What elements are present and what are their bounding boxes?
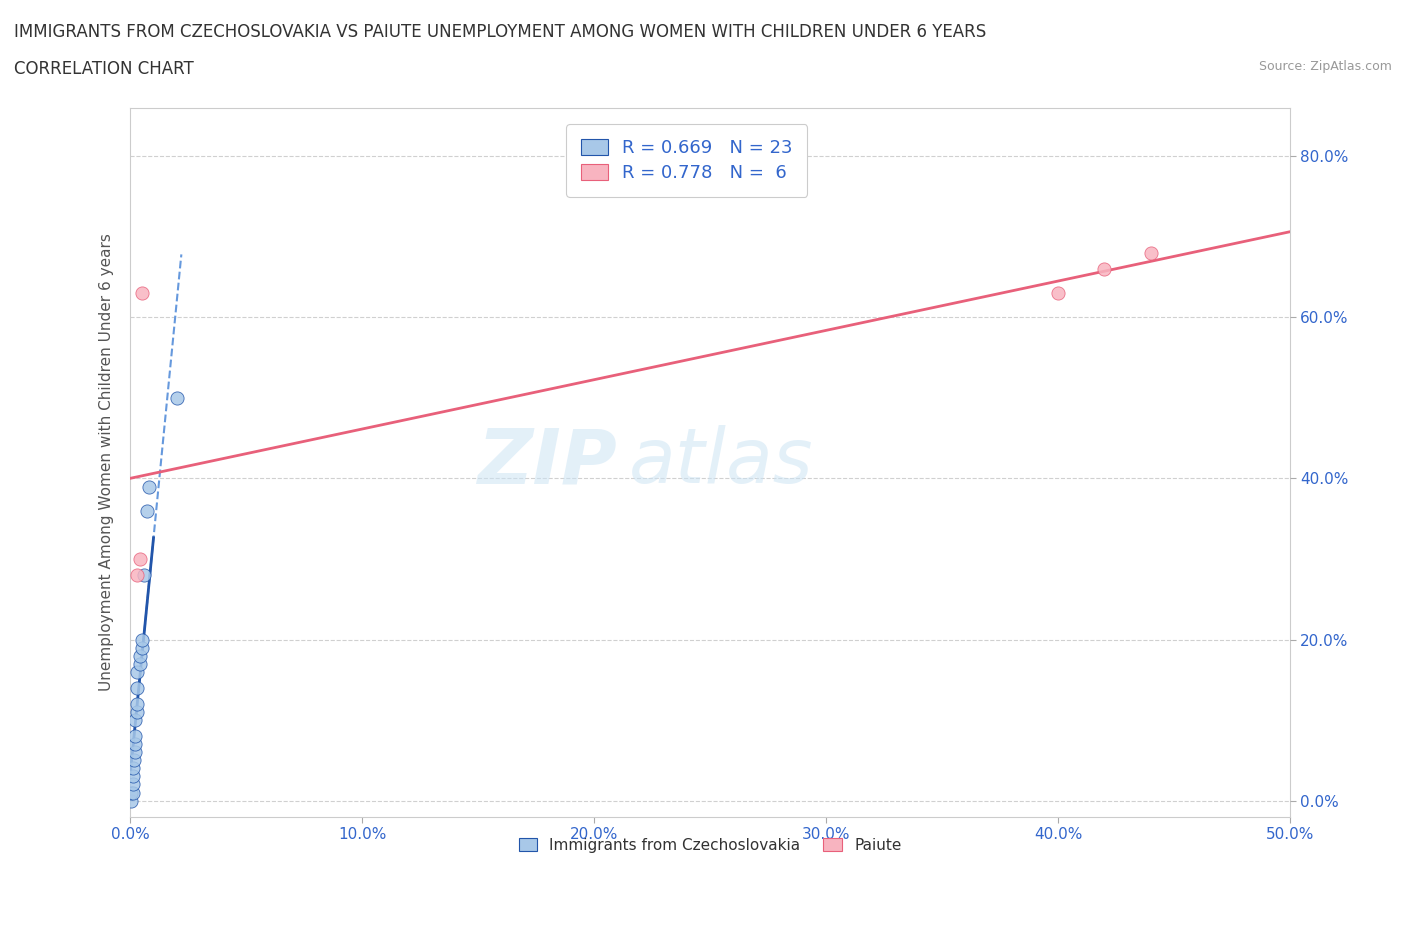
Point (127, 681, 149, 696)
Text: atlas: atlas (628, 425, 814, 499)
Text: CORRELATION CHART: CORRELATION CHART (14, 60, 194, 78)
Point (124, 737, 146, 751)
Point (127, 664, 149, 679)
Point (128, 648, 150, 663)
Point (131, 640, 153, 655)
Point (121, 785, 143, 800)
Text: Source: ZipAtlas.com: Source: ZipAtlas.com (1258, 60, 1392, 73)
Point (127, 697, 149, 711)
Point (121, 785, 143, 800)
Point (1139, 246, 1161, 260)
Point (128, 657, 150, 671)
Legend: Immigrants from Czechoslovakia, Paiute: Immigrants from Czechoslovakia, Paiute (513, 831, 907, 858)
Point (1092, 261, 1115, 276)
Point (131, 632, 153, 647)
Point (131, 286, 153, 300)
Point (138, 479, 160, 494)
Point (124, 745, 146, 760)
Point (124, 712, 146, 727)
Text: IMMIGRANTS FROM CZECHOSLOVAKIA VS PAIUTE UNEMPLOYMENT AMONG WOMEN WITH CHILDREN : IMMIGRANTS FROM CZECHOSLOVAKIA VS PAIUTE… (14, 23, 987, 41)
Point (166, 391, 188, 405)
Point (128, 551, 150, 566)
Point (1046, 286, 1069, 300)
Point (121, 761, 143, 776)
Point (121, 793, 143, 808)
Point (121, 777, 143, 792)
Point (135, 503, 157, 518)
Y-axis label: Unemployment Among Women with Children Under 6 years: Unemployment Among Women with Children U… (100, 233, 114, 691)
Point (124, 729, 146, 744)
Point (127, 705, 149, 720)
Text: ZIP: ZIP (478, 425, 617, 499)
Point (121, 769, 143, 784)
Point (134, 567, 156, 582)
Point (122, 753, 145, 768)
Point (127, 567, 149, 582)
